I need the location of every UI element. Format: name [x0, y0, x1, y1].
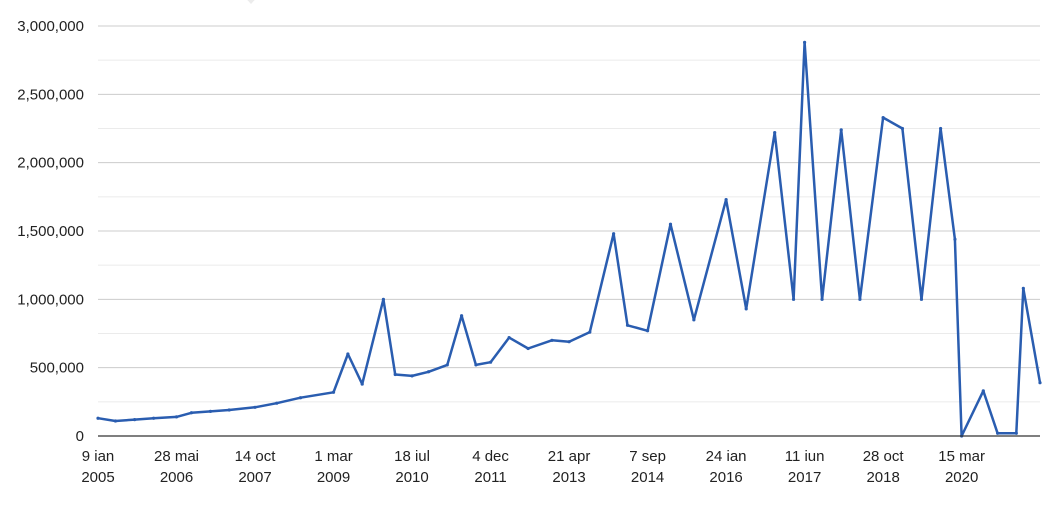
- x-tick-label-year: 2006: [160, 469, 193, 486]
- data-point: [773, 131, 777, 135]
- x-tick-label-date: 1 mar: [314, 448, 352, 465]
- x-tick-label-year: 2010: [395, 469, 428, 486]
- data-point: [189, 411, 194, 415]
- data-point: [625, 323, 630, 327]
- data-point: [567, 340, 571, 344]
- y-tick-label: 0: [76, 428, 84, 445]
- data-point: [174, 415, 179, 419]
- data-point: [393, 372, 397, 377]
- x-tick-label-year: 2005: [81, 469, 114, 486]
- data-point: [298, 396, 303, 400]
- data-point: [208, 409, 213, 413]
- y-tick-label: 2,000,000: [17, 155, 84, 172]
- data-point: [550, 338, 554, 342]
- data-point: [360, 382, 364, 386]
- data-point: [939, 126, 943, 131]
- data-point: [488, 360, 493, 364]
- x-tick-label-date: 14 oct: [235, 448, 277, 465]
- tooltip-pointer: [247, 0, 255, 4]
- x-tick-label-date: 21 apr: [548, 448, 591, 465]
- series-group: [96, 40, 1042, 438]
- x-tick-label-year: 2014: [631, 469, 664, 486]
- data-point: [981, 389, 985, 393]
- data-point: [445, 363, 449, 367]
- data-point: [820, 297, 824, 301]
- x-tick-label-year: 2017: [788, 469, 821, 486]
- data-point: [152, 416, 156, 420]
- x-tick-label-date: 7 sep: [629, 448, 666, 465]
- x-tick-label-year: 2016: [709, 469, 742, 486]
- x-tick-label-year: 2011: [474, 469, 506, 486]
- data-point: [227, 408, 231, 412]
- x-tick-label-year: 2007: [238, 469, 271, 486]
- data-point: [426, 370, 431, 374]
- y-tick-label: 500,000: [30, 360, 84, 377]
- data-point: [1014, 431, 1018, 435]
- data-point: [410, 374, 414, 378]
- data-point: [919, 297, 924, 301]
- x-tick-label-year: 2020: [945, 469, 978, 486]
- data-point: [996, 431, 1000, 435]
- data-point: [253, 405, 257, 409]
- data-point: [645, 329, 650, 333]
- x-tick-label-date: 28 oct: [863, 448, 905, 465]
- data-point: [839, 128, 843, 132]
- data-point: [113, 419, 118, 423]
- x-tick-label-date: 28 mai: [154, 448, 199, 465]
- data-point: [900, 126, 905, 131]
- data-point: [724, 197, 728, 202]
- data-point: [858, 297, 862, 301]
- x-tick-label-date: 15 mar: [938, 448, 985, 465]
- data-point: [507, 336, 511, 340]
- x-tick-label-date: 18 iul: [394, 448, 430, 465]
- x-tick-label-year: 2013: [552, 469, 585, 486]
- data-point: [791, 297, 796, 301]
- y-tick-label: 3,000,000: [17, 18, 84, 35]
- data-point: [1038, 381, 1042, 385]
- y-tick-label: 1,500,000: [17, 223, 84, 240]
- data-point: [744, 307, 748, 311]
- data-point: [668, 222, 673, 226]
- y-axis-ticks: 0 500,000 1,000,000 1,500,000 2,000,000 2,500…: [17, 18, 84, 445]
- data-point: [881, 115, 885, 120]
- data-point: [953, 237, 957, 241]
- x-axis-ticks: 9 ian 2005 28 mai 2006 14 oct 2007 1 mar 2009 18…: [81, 448, 985, 486]
- series-line: [96, 41, 1042, 438]
- data-point: [275, 401, 279, 405]
- x-tick-label-date: 11 iun: [785, 448, 825, 465]
- data-point: [96, 416, 100, 420]
- data-point: [588, 330, 592, 334]
- grid-lines: [98, 25, 1040, 437]
- data-point: [1021, 286, 1025, 290]
- data-point: [459, 314, 464, 318]
- x-tick-label-date: 24 ian: [706, 448, 747, 465]
- data-point: [474, 363, 478, 367]
- data-point: [526, 346, 530, 351]
- y-tick-label: 2,500,000: [17, 86, 84, 103]
- x-tick-label-year: 2018: [866, 469, 899, 486]
- x-tick-label-year: 2009: [317, 469, 350, 486]
- data-point: [331, 390, 336, 394]
- x-tick-label-date: 9 ian: [82, 448, 115, 465]
- data-point: [346, 352, 350, 356]
- x-tick-label-date: 4 dec: [472, 448, 509, 465]
- data-point: [381, 297, 385, 301]
- data-point: [133, 418, 137, 422]
- data-point: [692, 318, 696, 322]
- y-tick-label: 1,000,000: [17, 291, 84, 308]
- data-point: [612, 232, 616, 236]
- data-point: [803, 40, 807, 45]
